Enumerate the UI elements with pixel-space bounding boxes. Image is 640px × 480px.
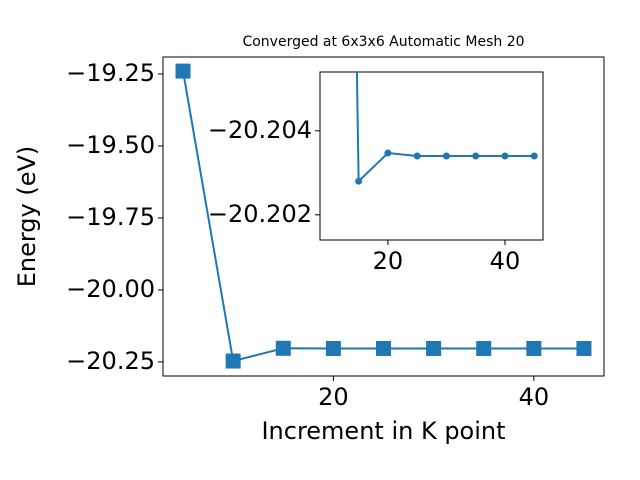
marker: [476, 340, 492, 356]
marker: [501, 152, 509, 160]
marker: [526, 340, 542, 356]
marker: [442, 152, 450, 160]
marker: [355, 177, 363, 185]
marker: [384, 149, 392, 157]
y-tick-label: −19.25: [66, 59, 155, 87]
marker: [413, 152, 421, 160]
plot-area: [175, 63, 592, 369]
x-tick-label: 40: [490, 247, 521, 275]
x-tick-label: 20: [373, 247, 404, 275]
marker: [576, 340, 592, 356]
marker: [175, 63, 191, 79]
marker: [530, 152, 538, 160]
x-tick-label: 20: [318, 383, 349, 411]
plot-area: [355, 72, 538, 185]
y-tick-label: −20.25: [66, 347, 155, 375]
y-tick-label: −20.202: [208, 200, 312, 228]
y-tick-label: −20.204: [208, 116, 312, 144]
chart-title: Converged at 6x3x6 Automatic Mesh 20: [242, 34, 524, 50]
x-tick-label: 40: [519, 383, 550, 411]
marker: [376, 340, 391, 356]
marker: [325, 340, 341, 356]
marker: [275, 340, 291, 356]
y-tick-label: −20.00: [66, 275, 155, 303]
y-tick-label: −19.75: [66, 203, 155, 231]
x-axis-label: Increment in K point: [261, 417, 505, 445]
marker: [426, 340, 442, 356]
marker: [225, 353, 241, 369]
series-line: [355, 72, 535, 184]
marker: [472, 152, 480, 160]
y-tick-label: −19.50: [66, 131, 155, 159]
y-axis-label: Energy (eV): [13, 146, 41, 288]
